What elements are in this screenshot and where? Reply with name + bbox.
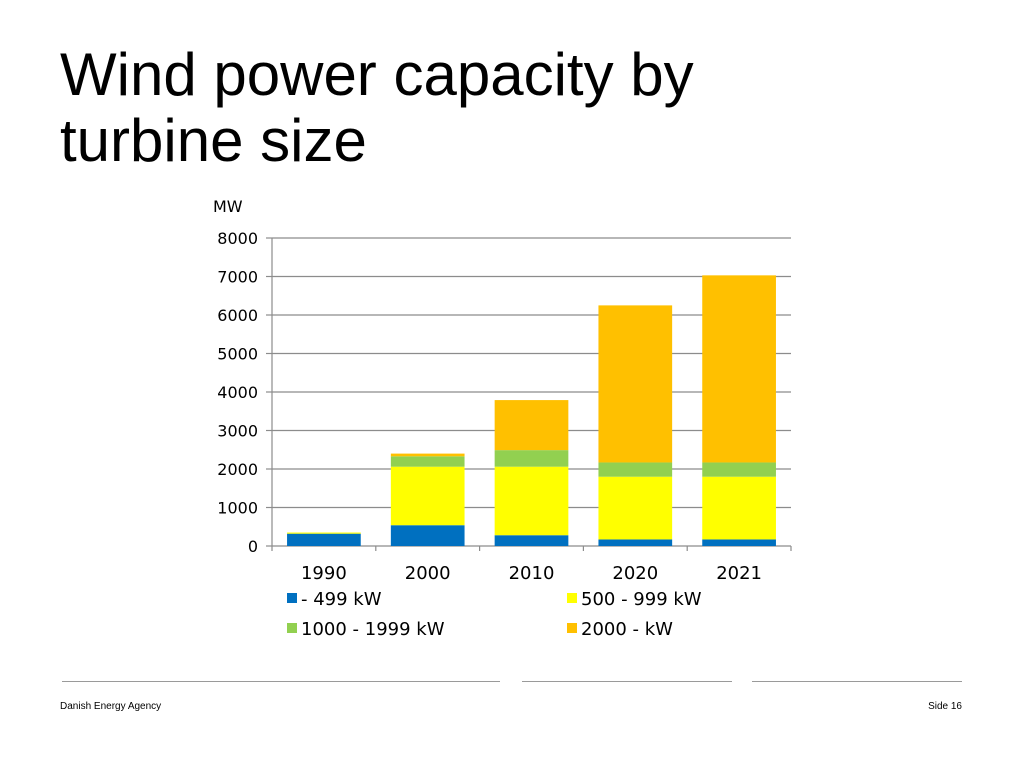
footer-divider-left (62, 681, 500, 682)
x-tick-label-1990: 1990 (301, 563, 347, 584)
y-tick-label-7000: 7000 (217, 268, 258, 287)
x-tick-label-2010: 2010 (509, 563, 555, 584)
bar-2010-series-4 (494, 400, 569, 451)
footer-divider-middle (522, 681, 732, 682)
legend-swatch-3 (287, 623, 297, 633)
bar-2021-series-3 (702, 462, 776, 477)
bar-2010-series-2 (494, 466, 569, 536)
y-tick-label-8000: 8000 (217, 229, 258, 248)
bar-2020-series-2 (598, 476, 673, 540)
slide-title-line-1: Wind power capacity by (60, 41, 694, 108)
bar-2021-series-4 (702, 275, 776, 463)
bar-2021-series-1 (702, 539, 776, 546)
bar-2010-series-3 (494, 450, 569, 467)
bar-2020-series-3 (598, 462, 673, 477)
bar-2020-series-4 (598, 305, 673, 463)
y-axis-label: MW (213, 197, 243, 216)
legend-swatch-1 (287, 593, 297, 603)
legend-label-3: 1000 - 1999 kW (301, 619, 445, 640)
bar-2010-series-1 (494, 535, 569, 546)
legend-label-2: 500 - 999 kW (581, 589, 702, 610)
bar-2000-series-1 (390, 525, 465, 546)
bar-2021-series-2 (702, 476, 776, 540)
y-tick-label-5000: 5000 (217, 345, 258, 364)
footer-organization: Danish Energy Agency (60, 701, 162, 712)
footer-page-number: Side 16 (928, 701, 962, 712)
x-tick-label-2020: 2020 (612, 563, 658, 584)
bar-1990-series-1 (287, 533, 361, 546)
legend-swatch-2 (567, 593, 577, 603)
bar-2000-series-3 (390, 456, 465, 467)
legend-label-4: 2000 - kW (581, 619, 673, 640)
y-tick-label-6000: 6000 (217, 306, 258, 325)
y-tick-label-3000: 3000 (217, 422, 258, 441)
bar-1990-series-2 (287, 532, 361, 534)
footer-divider-right (752, 681, 962, 682)
y-tick-label-1000: 1000 (217, 499, 258, 518)
slide-title-line-2: turbine size (60, 107, 367, 174)
legend-label-1: - 499 kW (301, 589, 382, 610)
y-tick-label-2000: 2000 (217, 460, 258, 479)
y-tick-label-4000: 4000 (217, 383, 258, 402)
slide-title: Wind power capacity by turbine size (60, 42, 880, 174)
y-tick-label-0: 0 (248, 537, 258, 556)
bar-2000-series-2 (390, 466, 465, 526)
legend-swatch-4 (567, 623, 577, 633)
x-tick-label-2000: 2000 (405, 563, 451, 584)
bar-2020-series-1 (598, 539, 673, 546)
bar-2000-series-4 (390, 453, 465, 457)
x-tick-label-2021: 2021 (716, 563, 762, 584)
